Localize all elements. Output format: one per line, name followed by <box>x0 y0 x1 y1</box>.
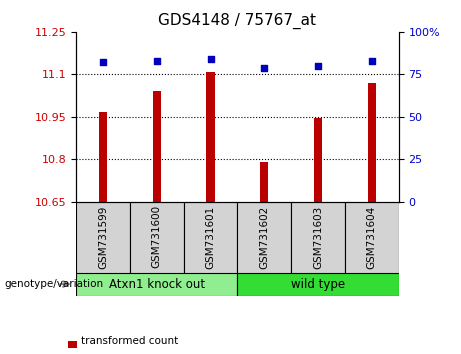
Bar <box>99 112 107 202</box>
Bar <box>368 83 376 202</box>
Bar <box>76 273 237 296</box>
Text: Atxn1 knock out: Atxn1 knock out <box>109 278 205 291</box>
Point <box>207 56 214 62</box>
Text: GSM731601: GSM731601 <box>206 205 216 269</box>
Point <box>153 58 160 64</box>
Bar <box>68 341 77 348</box>
Point <box>314 63 322 69</box>
Point <box>99 59 106 65</box>
Bar <box>314 118 322 202</box>
Title: GDS4148 / 75767_at: GDS4148 / 75767_at <box>159 13 316 29</box>
Point <box>368 58 376 64</box>
Text: GSM731599: GSM731599 <box>98 205 108 269</box>
Text: GSM731602: GSM731602 <box>259 205 269 269</box>
Bar <box>76 202 130 273</box>
Point <box>260 65 268 70</box>
Bar <box>153 91 161 202</box>
Bar <box>183 202 237 273</box>
Bar <box>237 273 399 296</box>
Bar <box>345 202 399 273</box>
Text: wild type: wild type <box>291 278 345 291</box>
Text: transformed count: transformed count <box>81 336 178 346</box>
Bar <box>207 72 214 202</box>
Text: GSM731604: GSM731604 <box>367 205 377 269</box>
Text: GSM731600: GSM731600 <box>152 205 162 268</box>
Bar <box>237 202 291 273</box>
Text: genotype/variation: genotype/variation <box>5 279 104 289</box>
Bar <box>260 162 268 202</box>
Bar <box>291 202 345 273</box>
Text: GSM731603: GSM731603 <box>313 205 323 269</box>
Bar <box>130 202 183 273</box>
